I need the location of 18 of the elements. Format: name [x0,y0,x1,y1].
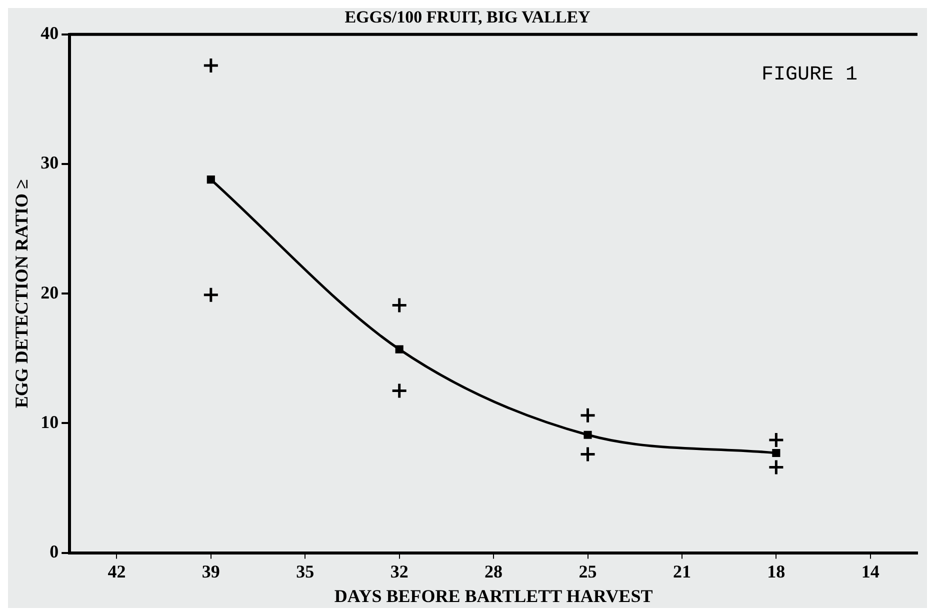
y-tick-label: 20 [40,282,59,302]
y-tick-label: 40 [40,23,59,44]
y-axis-title: EGG DETECTION RATIO ≥ [11,178,32,408]
x-tick-label: 42 [108,561,126,582]
annotation: FIGURE 1 [761,64,858,87]
x-axis-title: DAYS BEFORE BARTLETT HARVEST [334,586,653,606]
x-tick-label: 39 [202,561,220,582]
chart-title: EGGS/100 FRUIT, BIG VALLEY [344,8,590,27]
x-tick-label: 28 [484,561,503,582]
x-tick-label: 35 [296,561,314,582]
y-tick-label: 30 [40,152,59,173]
y-tick-label: 10 [40,412,59,432]
x-tick-label: 21 [672,561,691,582]
x-tick-label: 32 [390,561,408,582]
x-tick-label: 25 [578,561,597,582]
x-tick-label: 14 [861,561,880,582]
y-tick-label: 0 [50,541,59,562]
x-tick-label: 18 [767,561,786,582]
